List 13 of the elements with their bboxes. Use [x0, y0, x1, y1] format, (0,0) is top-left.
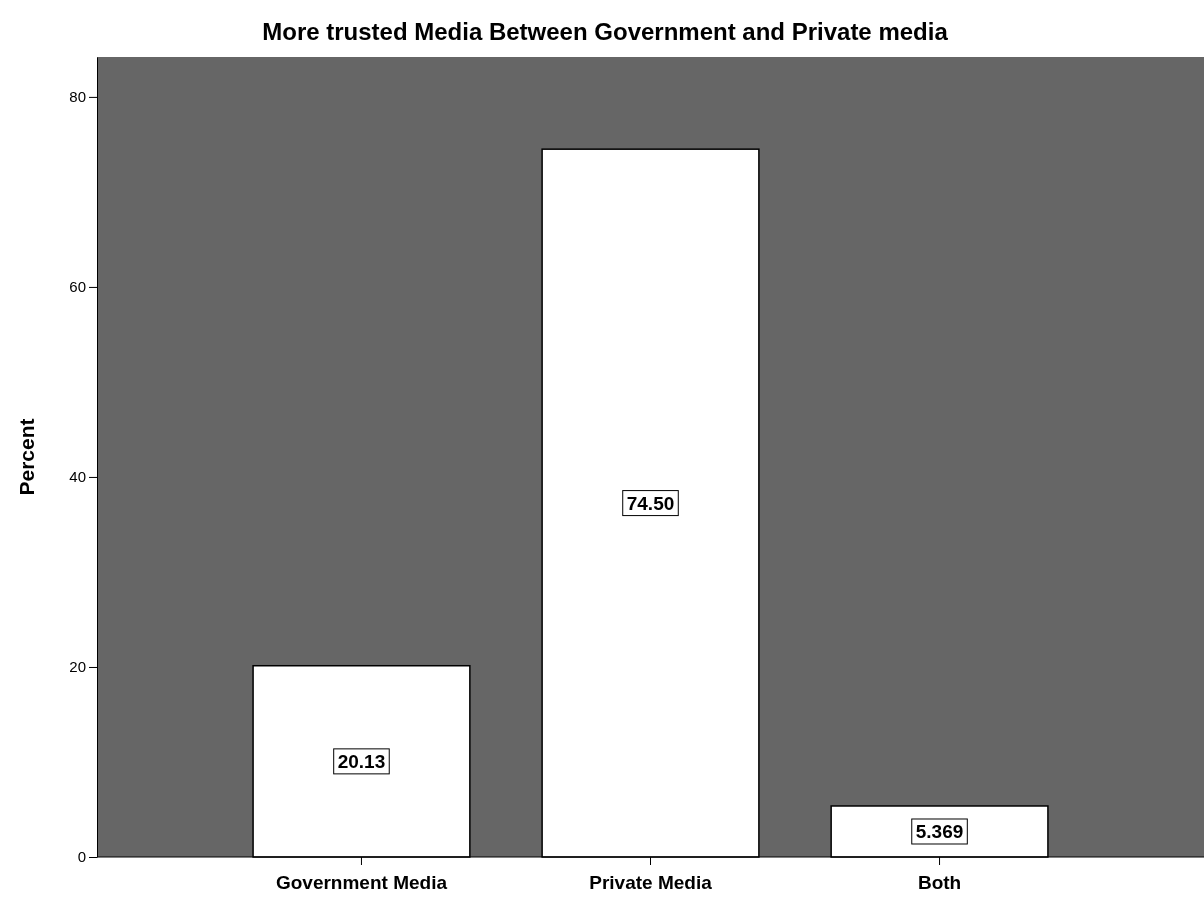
y-tick-label: 80	[69, 88, 86, 106]
x-tick-label: Both	[917, 871, 962, 893]
x-tick-label: Government Media	[275, 871, 448, 893]
y-axis-title: Percent	[15, 418, 38, 496]
y-tick-label: 60	[69, 278, 86, 296]
x-tick-label: Private Media	[589, 871, 713, 893]
y-tick-label: 40	[69, 468, 86, 486]
y-tick-label: 20	[69, 658, 86, 676]
data-label: 20.13	[337, 750, 386, 772]
data-label: 5.369	[915, 820, 964, 842]
data-label: 74.50	[626, 492, 675, 514]
chart-title: More trusted Media Between Government and Private media	[262, 18, 949, 45]
y-tick-label: 0	[77, 848, 86, 866]
